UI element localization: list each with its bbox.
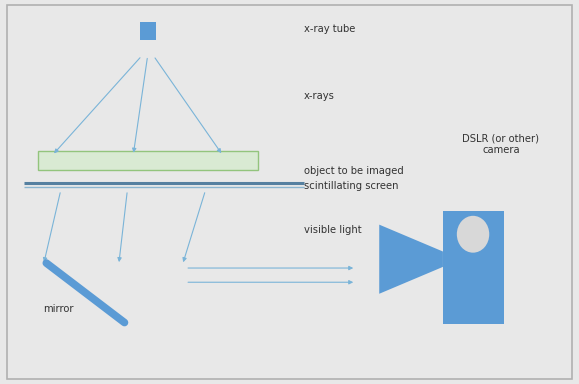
Text: object to be imaged: object to be imaged <box>304 166 404 176</box>
Text: x-rays: x-rays <box>304 91 335 101</box>
Text: x-ray tube: x-ray tube <box>304 24 356 34</box>
Text: mirror: mirror <box>43 304 74 314</box>
Bar <box>443 211 504 324</box>
Ellipse shape <box>457 216 489 253</box>
Text: scintillating screen: scintillating screen <box>304 181 398 191</box>
Polygon shape <box>379 225 443 294</box>
Text: DSLR (or other)
camera: DSLR (or other) camera <box>463 133 539 155</box>
Text: visible light: visible light <box>304 225 362 235</box>
Bar <box>38 151 258 170</box>
Bar <box>140 22 156 40</box>
